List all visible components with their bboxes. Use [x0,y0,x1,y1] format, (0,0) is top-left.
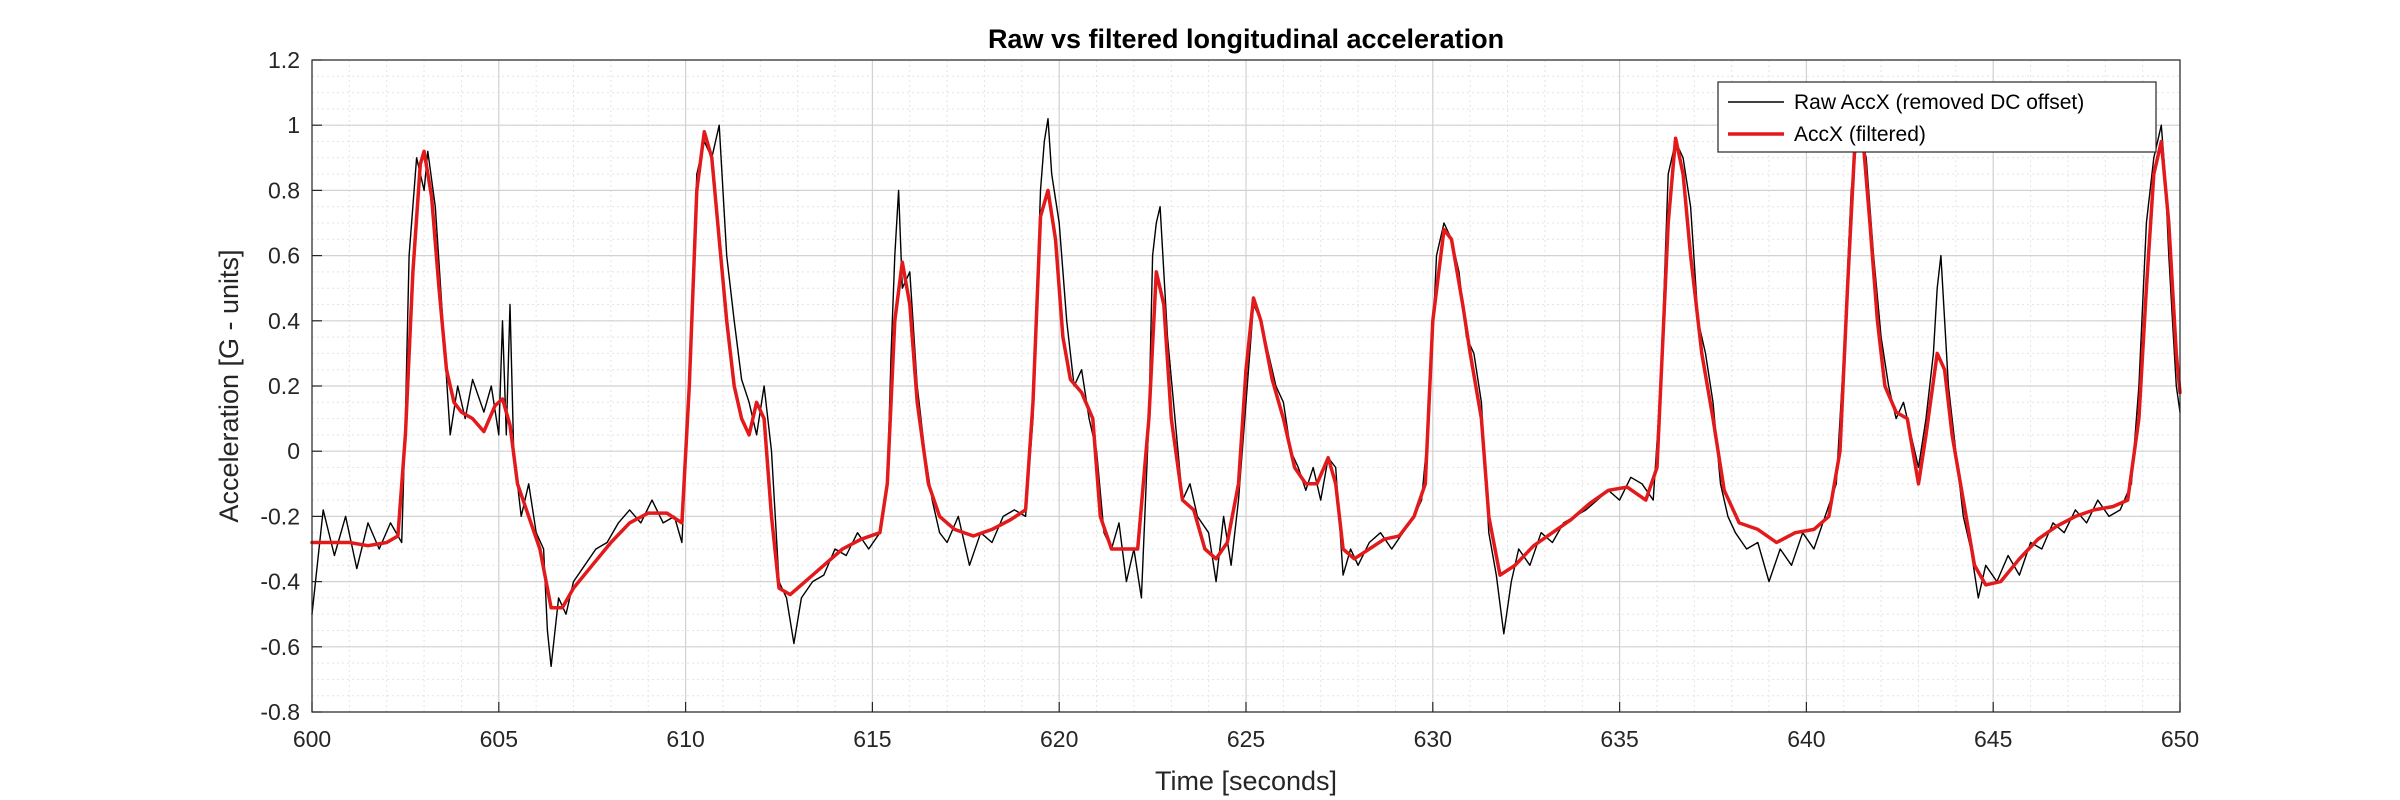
x-tick-label: 610 [666,726,704,752]
y-tick-label: 0 [287,438,300,464]
y-tick-label: 1 [287,112,300,138]
y-tick-label: 0.2 [268,373,300,399]
x-tick-label: 620 [1040,726,1078,752]
y-tick-label: -0.2 [260,503,300,529]
y-tick-label: -0.8 [260,699,300,725]
legend-label-raw: Raw AccX (removed DC offset) [1794,91,2084,114]
x-tick-label: 640 [1787,726,1825,752]
x-tick-label: 650 [2161,726,2199,752]
x-tick-label: 635 [1600,726,1638,752]
x-tick-label: 625 [1227,726,1265,752]
x-axis: 600 605 610 615 620 625 630 635 640 645 650 [293,702,2199,752]
chart-title: Raw vs filtered longitudinal acceleratio… [988,24,1504,54]
legend-box [1717,81,2157,153]
x-tick-label: 600 [293,726,331,752]
y-axis-title: Acceleration [G - units] [214,249,244,522]
legend-label-filtered: AccX (filtered) [1794,123,1926,146]
y-axis: -0.8 -0.6 -0.4 -0.2 0 0.2 0.4 0.6 0.8 1 1.2 [260,47,322,725]
y-tick-label: 0.4 [268,308,300,334]
legend: Raw AccX (removed DC offset) AccX (filte… [1717,81,2157,153]
x-tick-label: 605 [480,726,518,752]
series-layer [310,118,2182,668]
x-tick-label: 630 [1414,726,1452,752]
y-tick-label: 0.8 [268,177,300,203]
y-tick-label: 0.6 [268,243,300,269]
x-axis-title: Time [seconds] [1155,766,1337,796]
x-tick-label: 615 [853,726,891,752]
series-line-filtered [310,129,2182,610]
x-tick-label: 645 [1974,726,2012,752]
y-tick-label: 1.2 [268,47,300,73]
y-tick-label: -0.6 [260,634,300,660]
y-tick-label: -0.4 [260,569,300,595]
